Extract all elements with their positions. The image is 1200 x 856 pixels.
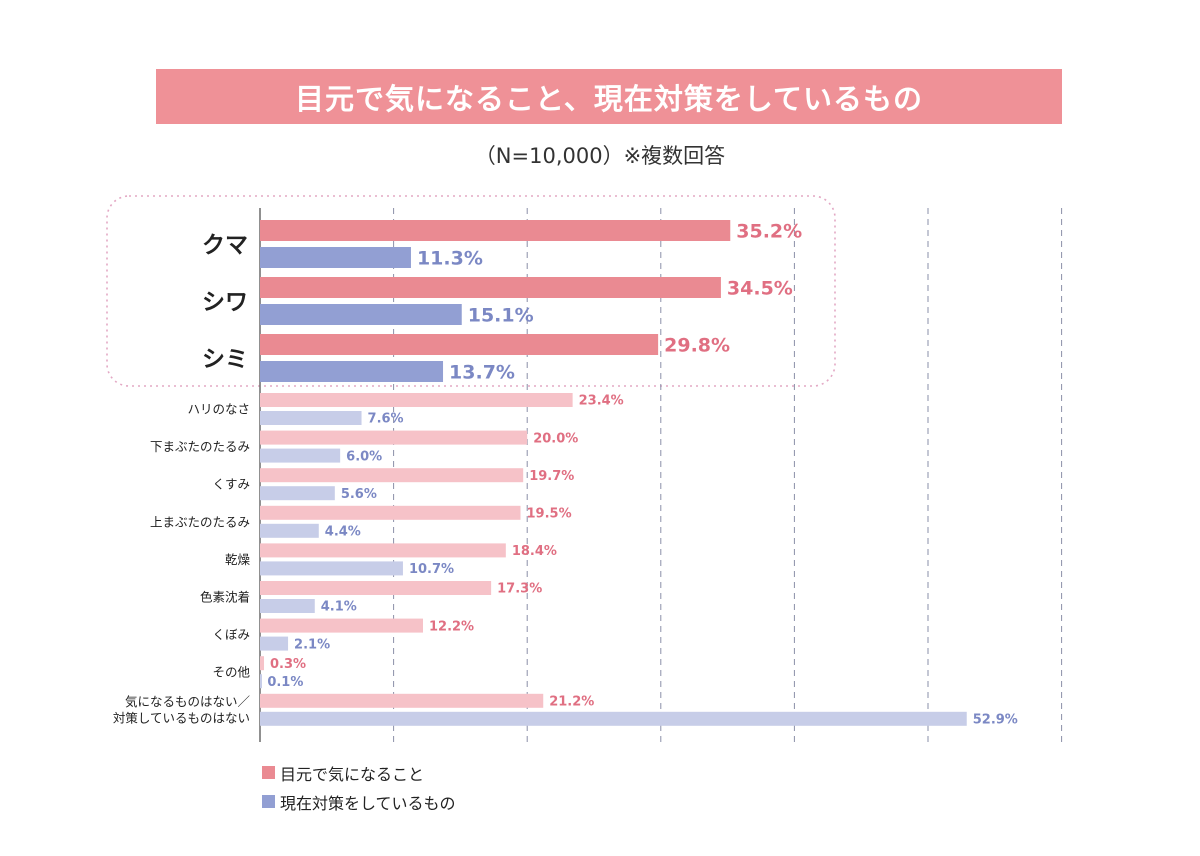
category-label-9: くぼみ [212,627,250,642]
bar-concern-4 [260,430,528,445]
data-label-measure-2: 13.7% [449,361,515,383]
bar-measure-10 [260,674,262,689]
bar-chart: 35.2% 11.3% クマ 34.5% 15.1% シワ 29.8% 13.7% シミ 23.4… [106,195,1063,742]
bar-measure-9 [260,636,289,651]
category-label-11-line1: 対策しているものはない [113,711,250,726]
legend-swatch-measure [262,795,275,808]
bar-measure-11 [260,711,967,726]
category-label-0: クマ [202,232,248,258]
category-label-10: その他 [212,665,250,680]
category-label-7: 乾燥 [225,552,251,567]
bar-concern-10 [260,656,265,671]
data-label-concern-7: 18.4% [512,544,557,559]
data-label-concern-10: 0.3% [270,657,306,672]
data-label-concern-11: 21.2% [549,694,594,709]
bar-concern-1 [260,277,721,298]
bar-concern-11 [260,693,544,708]
bar-measure-4 [260,448,341,463]
data-label-concern-8: 17.3% [497,582,542,597]
data-label-measure-11: 52.9% [973,712,1018,727]
data-label-measure-4: 6.0% [346,449,382,464]
bar-measure-5 [260,486,335,501]
data-label-measure-8: 4.1% [321,600,357,615]
data-label-concern-2: 29.8% [664,334,730,356]
legend-swatch-concern [262,766,275,779]
title-banner: 目元で気になること、現在対策をしているもの [156,69,1062,124]
legend-item-concern: 目元で気になること [262,760,456,785]
legend-item-measure: 現在対策をしているもの [262,789,456,814]
data-label-concern-0: 35.2% [736,220,802,242]
data-label-concern-5: 19.7% [529,469,574,484]
data-label-measure-10: 0.1% [267,675,303,690]
bar-concern-8 [260,581,492,595]
data-label-concern-3: 23.4% [579,394,624,409]
category-label-2: シミ [202,346,248,372]
bar-concern-6 [260,505,521,520]
category-label-1: シワ [202,289,248,315]
legend: 目元で気になること 現在対策をしているもの [262,760,456,818]
chart-title: 目元で気になること、現在対策をしているもの [295,81,923,116]
highlight-box [106,195,836,387]
bar-measure-2 [260,361,444,382]
data-label-measure-9: 2.1% [294,637,330,652]
bar-concern-5 [260,468,524,483]
bar-concern-7 [260,543,506,558]
category-label-6: 上まぶたのたるみ [150,514,250,529]
category-label-5: くすみ [212,477,250,492]
data-label-measure-5: 5.6% [341,487,377,502]
category-label-4: 下まぶたのたるみ [150,439,250,454]
category-label-11-line0: 気になるものはない／ [125,694,251,709]
category-label-8: 色素沈着 [200,590,250,605]
data-label-measure-6: 4.4% [325,524,361,539]
category-label-3: ハリのなさ [187,402,250,417]
bar-concern-0 [260,220,731,241]
data-label-measure-3: 7.6% [368,412,404,427]
bar-concern-9 [260,618,423,633]
data-label-measure-1: 15.1% [468,304,534,326]
bar-concern-2 [260,334,659,355]
data-label-measure-7: 10.7% [409,562,454,577]
bar-measure-7 [260,561,403,576]
data-label-concern-4: 20.0% [533,431,578,446]
legend-label-concern: 目元で気になること [280,764,425,784]
bar-measure-3 [260,411,362,425]
legend-label-measure: 現在対策をしているもの [280,793,456,813]
bar-measure-8 [260,599,315,613]
data-label-concern-1: 34.5% [727,277,793,299]
bar-concern-3 [260,393,573,407]
bar-measure-0 [260,247,411,268]
data-label-concern-9: 12.2% [429,619,474,634]
data-label-concern-6: 19.5% [527,506,572,521]
bar-measure-6 [260,523,319,538]
chart-subtitle: （N=10,000）※複数回答 [474,144,726,168]
bar-measure-1 [260,304,462,325]
data-label-measure-0: 11.3% [417,247,483,269]
